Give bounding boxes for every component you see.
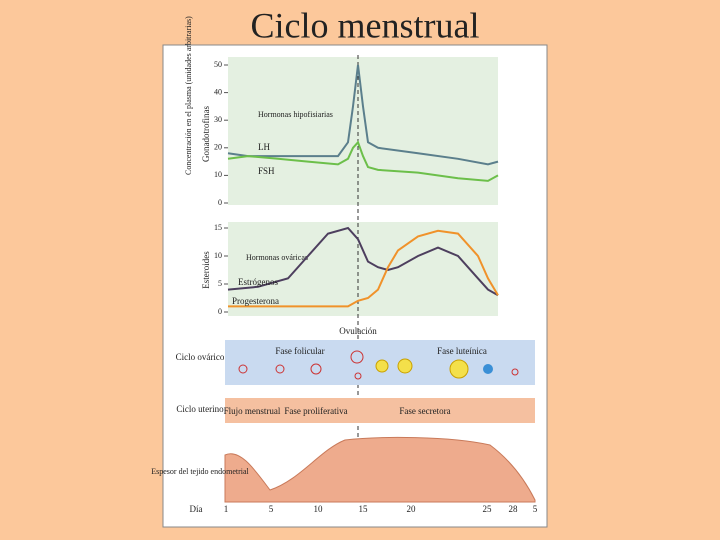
y-tick-label: 0 (218, 198, 222, 207)
y-tick-label: 0 (218, 307, 222, 316)
day-tick-label: 28 (509, 504, 519, 514)
line (227, 140, 499, 182)
legend-label: Progesterona (232, 296, 279, 306)
phase-label: Fase secretora (399, 406, 450, 416)
axis-label: Concentración en el plasma (unidades arb… (184, 16, 193, 175)
ovulation-label: Ovulación (339, 326, 377, 336)
line (228, 229, 499, 308)
y-tick-label: 10 (214, 170, 222, 179)
y-tick-label: 20 (214, 143, 222, 152)
line (227, 226, 499, 297)
y-tick-label: 5 (218, 279, 222, 288)
phase-label: Fase luteínica (437, 346, 487, 356)
day-tick-label: 5 (533, 504, 538, 514)
annotation: Hormonas ováricas (246, 253, 308, 262)
annotation: Hormonas hipofisiarias (258, 110, 333, 119)
day-tick-label: 1 (224, 504, 229, 514)
y-axis-label: Esteroides (201, 251, 211, 289)
day-tick-label: 25 (483, 504, 493, 514)
line (227, 64, 499, 166)
day-tick-label: 10 (314, 504, 324, 514)
y-tick-label: 30 (214, 115, 222, 124)
y-tick-label: 50 (214, 60, 222, 69)
y-axis-label: Gonadotrofinas (201, 106, 211, 162)
endometrium-label: Espesor del tejido endometrial (151, 467, 249, 476)
day-tick-label: 20 (407, 504, 417, 514)
day-label: Día (190, 504, 203, 514)
uterine-band (225, 398, 535, 423)
y-tick-label: 15 (214, 223, 222, 232)
endometrium (224, 436, 536, 503)
follicles (238, 350, 519, 380)
legend-label: LH (258, 142, 270, 152)
phase-label: Fase folicular (275, 346, 324, 356)
day-tick-label: 5 (269, 504, 274, 514)
ovarian-label: Ciclo ovárico (176, 352, 225, 362)
day-tick-label: 15 (359, 504, 369, 514)
panel (228, 57, 498, 205)
legend-label: FSH (258, 166, 275, 176)
slide-title: Ciclo menstrual (251, 5, 480, 45)
y-tick-label: 10 (214, 251, 222, 260)
phase-label: Flujo menstrual (224, 406, 281, 416)
y-tick-label: 40 (214, 87, 222, 96)
uterine-label: Ciclo uterino (176, 404, 224, 414)
phase-label: Fase proliferativa (284, 406, 347, 416)
legend-label: Estrógenos (238, 277, 278, 287)
